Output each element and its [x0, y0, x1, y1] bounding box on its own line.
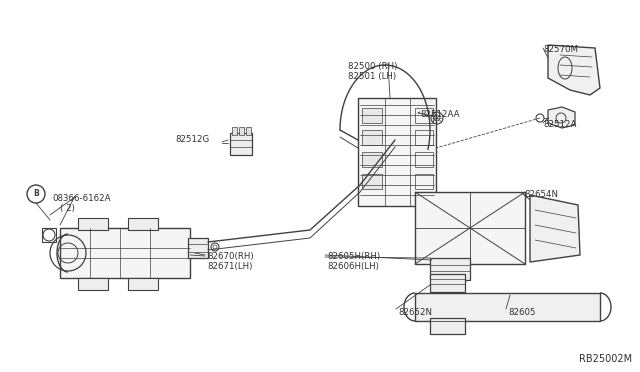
Bar: [415, 293, 600, 321]
Bar: [128, 218, 158, 230]
Text: 82605: 82605: [508, 308, 536, 317]
Bar: [362, 152, 382, 167]
Bar: [430, 274, 465, 292]
Bar: [230, 133, 252, 155]
Text: 82500 (RH): 82500 (RH): [348, 62, 397, 71]
Bar: [415, 130, 433, 145]
Bar: [415, 108, 433, 123]
Bar: [128, 278, 158, 290]
Text: B: B: [33, 189, 39, 199]
Bar: [246, 127, 251, 135]
Polygon shape: [548, 107, 575, 128]
Polygon shape: [548, 45, 600, 95]
Bar: [430, 258, 470, 280]
Polygon shape: [530, 195, 580, 262]
Text: 82652N: 82652N: [398, 308, 432, 317]
Bar: [415, 152, 433, 167]
Bar: [415, 192, 525, 264]
Text: 82512G: 82512G: [175, 135, 209, 144]
Bar: [42, 228, 56, 242]
Bar: [362, 108, 382, 123]
Text: ( 2): ( 2): [60, 204, 75, 213]
Bar: [358, 98, 436, 206]
Text: 82605H(RH): 82605H(RH): [327, 252, 380, 261]
Text: 82671(LH): 82671(LH): [207, 262, 252, 271]
Text: 82606H(LH): 82606H(LH): [327, 262, 379, 271]
Bar: [362, 130, 382, 145]
Bar: [430, 318, 465, 334]
Text: 82654N: 82654N: [524, 190, 558, 199]
Bar: [232, 127, 237, 135]
Text: 82570M: 82570M: [543, 45, 578, 54]
Bar: [188, 238, 208, 258]
Bar: [362, 174, 382, 189]
Text: 82512A: 82512A: [543, 120, 577, 129]
Bar: [239, 127, 244, 135]
Text: 08366-6162A: 08366-6162A: [52, 194, 111, 203]
Bar: [78, 278, 108, 290]
Bar: [415, 174, 433, 189]
Bar: [78, 218, 108, 230]
Text: 82501 (LH): 82501 (LH): [348, 72, 396, 81]
Bar: [60, 228, 190, 278]
Text: RB25002M: RB25002M: [579, 354, 632, 364]
Text: 82512AA: 82512AA: [420, 110, 460, 119]
Text: 82670(RH): 82670(RH): [207, 252, 253, 261]
